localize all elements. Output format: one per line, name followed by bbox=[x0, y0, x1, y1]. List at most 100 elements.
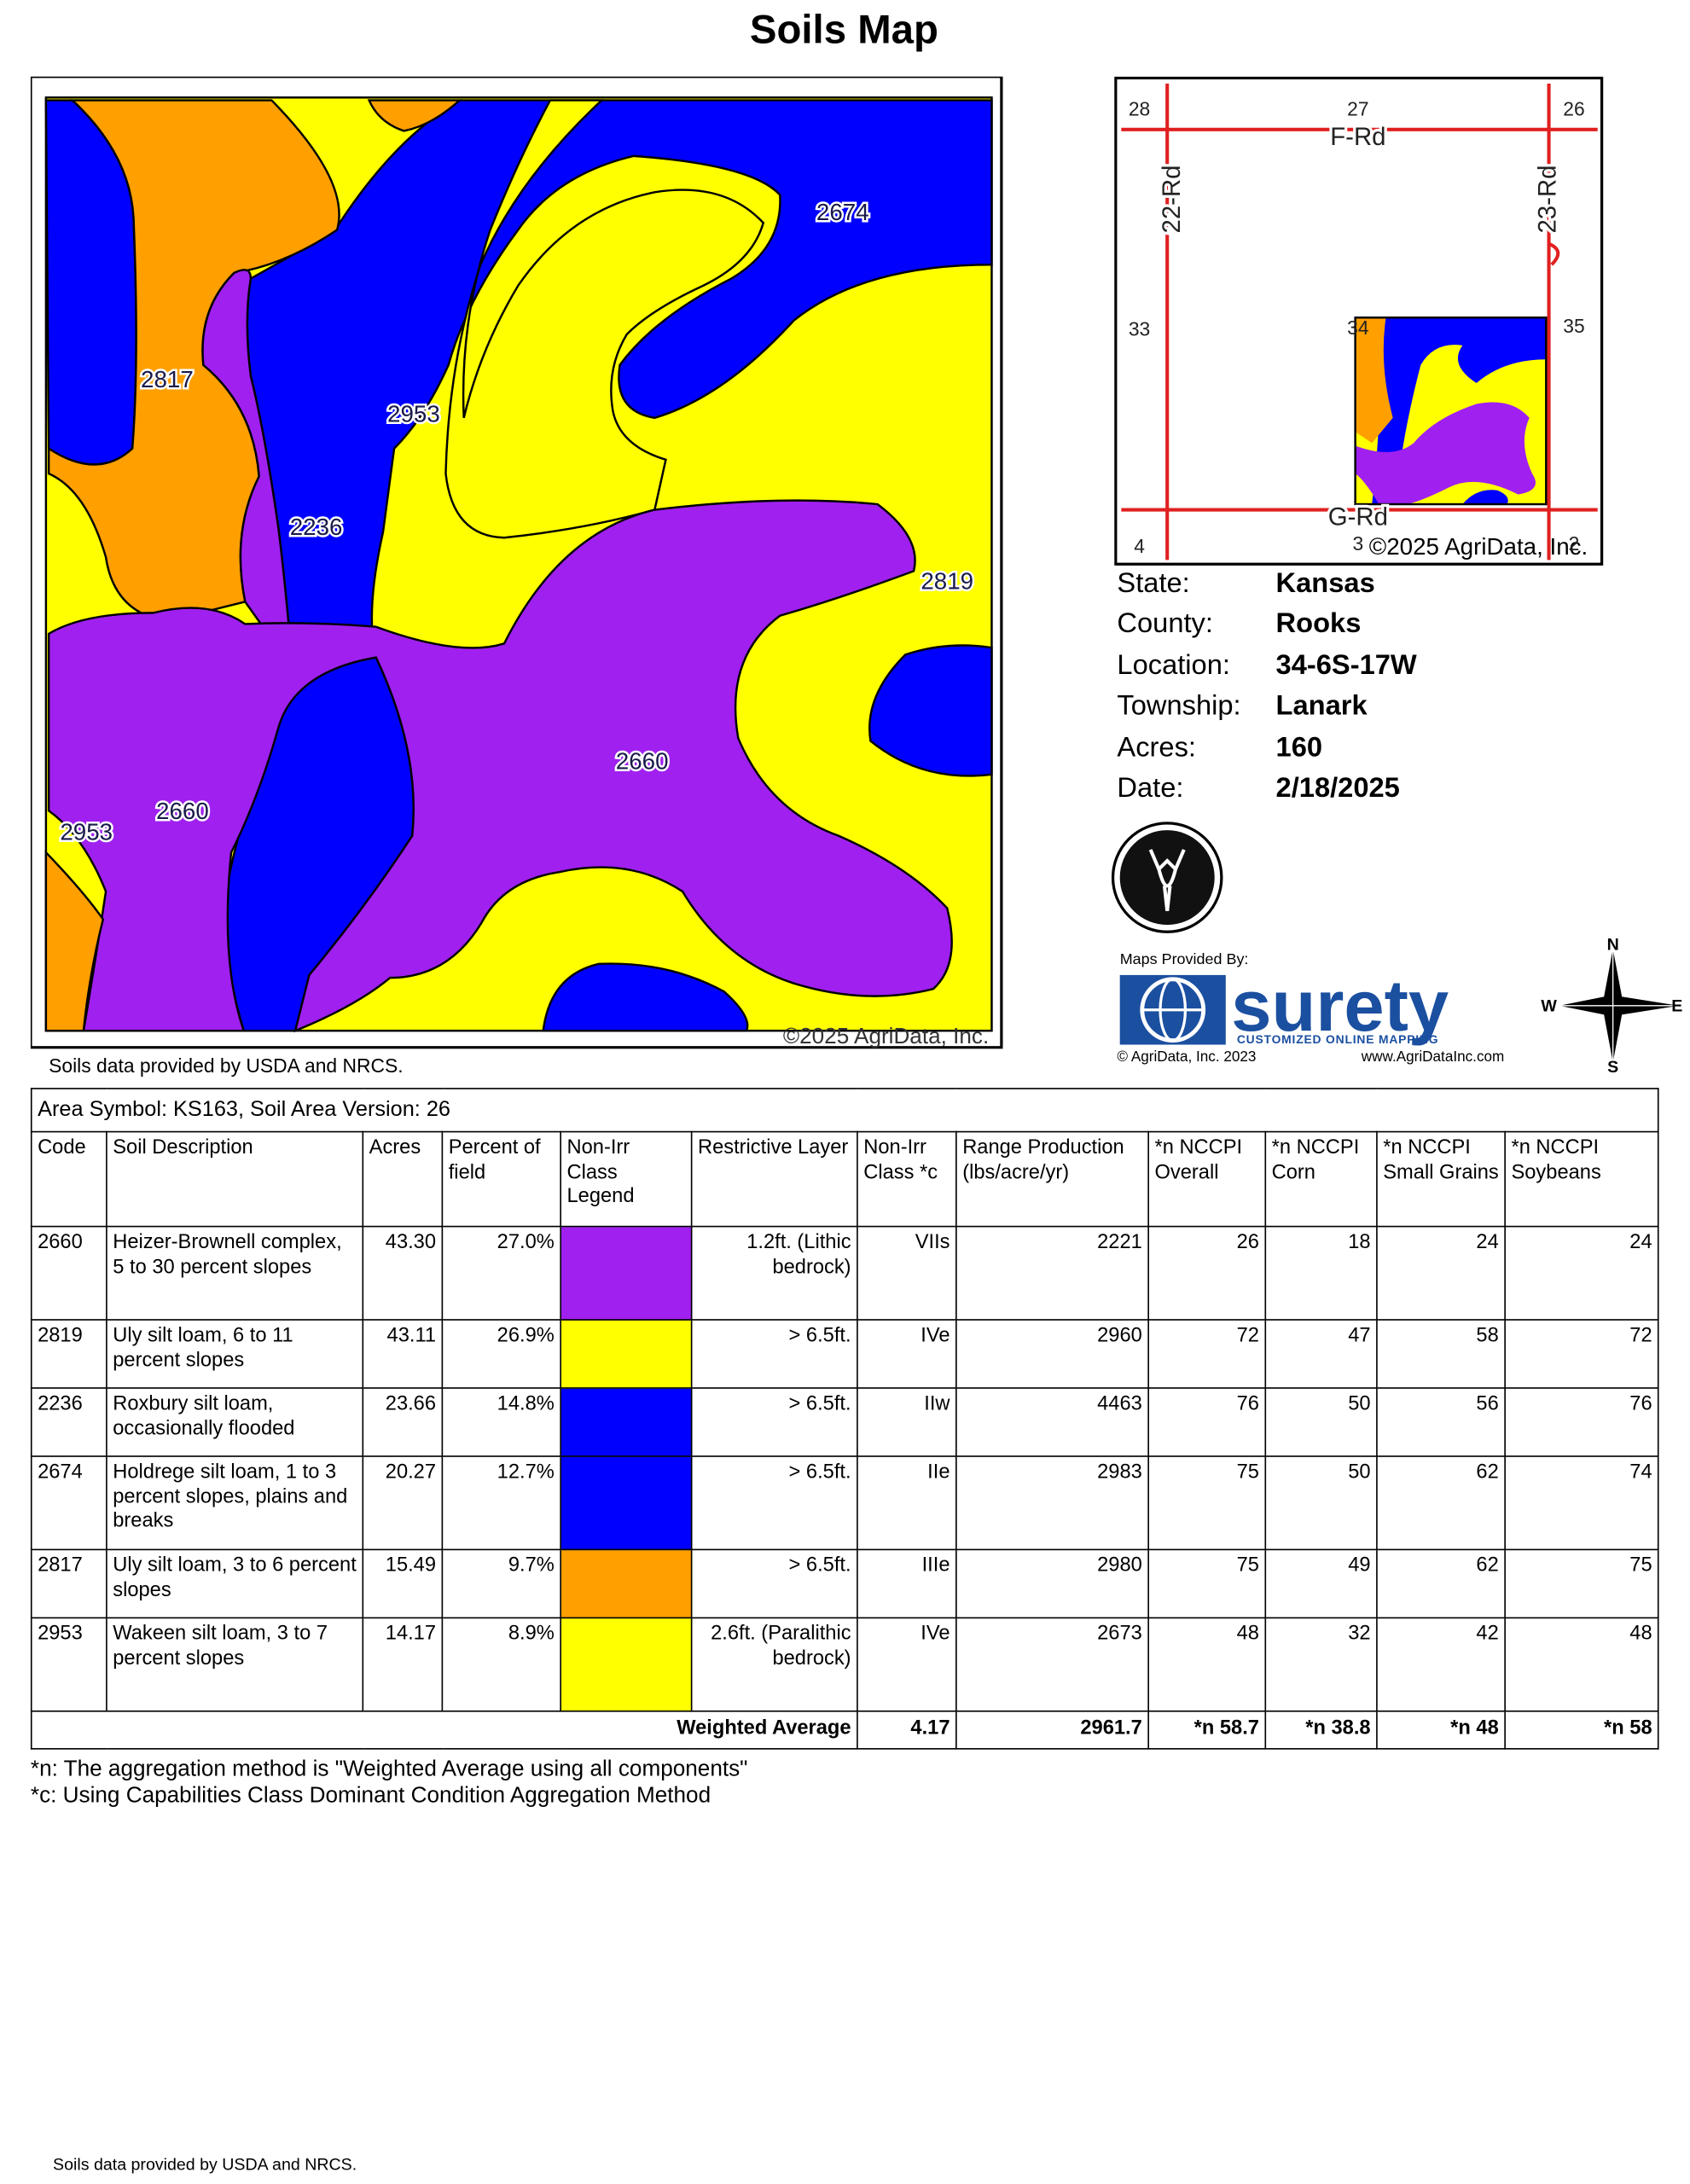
inset-map: ©2025 AgriData, Inc. 28 27 26 F-Rd 22-Rd 23-R… bbox=[1114, 76, 1604, 566]
cell: 50 bbox=[1264, 1387, 1378, 1457]
header-cell: *n NCCPI Corn bbox=[1264, 1130, 1378, 1228]
cell: 2817 bbox=[30, 1548, 107, 1619]
cell: Holdrege silt loam, 1 to 3 percent slope… bbox=[106, 1455, 364, 1551]
cell: 24 bbox=[1504, 1225, 1659, 1321]
compass-letter: N bbox=[1607, 936, 1619, 955]
brand: surety bbox=[1231, 967, 1449, 1046]
inset-label: 2 bbox=[1569, 532, 1580, 555]
cell: 75 bbox=[1504, 1548, 1659, 1619]
header-cell: *n NCCPI Soybeans bbox=[1504, 1130, 1659, 1228]
brand-url: www.AgriDataInc.com bbox=[1361, 1048, 1504, 1065]
footer-cell: *n 58.7 bbox=[1147, 1710, 1267, 1750]
inset-label: F-Rd bbox=[1330, 123, 1385, 151]
cell: 2660 bbox=[30, 1225, 107, 1321]
cell: 62 bbox=[1376, 1548, 1506, 1619]
cell: 75 bbox=[1147, 1455, 1267, 1551]
cell: 27.0% bbox=[441, 1225, 561, 1321]
cell: VIIs bbox=[857, 1225, 957, 1321]
footer-cell: *n 48 bbox=[1376, 1710, 1506, 1750]
tagline: CUSTOMIZED ONLINE MAPPING bbox=[1237, 1032, 1439, 1046]
data-row: 2674 Holdrege silt loam, 1 to 3 percent s… bbox=[30, 1455, 1659, 1551]
cell: Roxbury silt loam, occasionally flooded bbox=[106, 1387, 364, 1457]
cell: 32 bbox=[1264, 1617, 1378, 1712]
footer-label: Weighted Average bbox=[30, 1710, 858, 1750]
map-copyright: ©2025 AgriData, Inc. bbox=[783, 1023, 989, 1048]
inset-label: 23-Rd bbox=[1534, 165, 1562, 233]
info-label: Location: bbox=[1117, 650, 1230, 682]
info-value: Lanark bbox=[1275, 691, 1368, 723]
inset-label: 22-Rd bbox=[1158, 165, 1186, 233]
footer-cell: *n 58 bbox=[1504, 1710, 1659, 1750]
cell: IVe bbox=[857, 1617, 957, 1712]
brand-copyright: © AgriData, Inc. 2023 bbox=[1117, 1048, 1256, 1065]
cell: Uly silt loam, 3 to 6 percent slopes bbox=[106, 1548, 364, 1619]
cell: 2819 bbox=[30, 1319, 107, 1389]
header-cell: Percent of field bbox=[441, 1130, 561, 1228]
cell: 72 bbox=[1147, 1319, 1267, 1389]
cell: 1.2ft. (Lithic bedrock) bbox=[690, 1225, 858, 1321]
cell: IVe bbox=[857, 1319, 957, 1389]
cell: 12.7% bbox=[441, 1455, 561, 1551]
map-label: 2819 bbox=[920, 568, 973, 595]
cell: IIe bbox=[857, 1455, 957, 1551]
legend-swatch bbox=[560, 1387, 693, 1457]
cell: 58 bbox=[1376, 1319, 1506, 1389]
header-cell: Code bbox=[30, 1130, 107, 1228]
cell: 76 bbox=[1147, 1387, 1267, 1457]
map-label: 2236 bbox=[290, 514, 343, 540]
cell: 56 bbox=[1376, 1387, 1506, 1457]
soil-table: Area Symbol: KS163, Soil Area Version: 2… bbox=[30, 1088, 1659, 1750]
inset-label: 26 bbox=[1563, 98, 1584, 120]
title: Soils Map bbox=[749, 8, 938, 54]
data-row: 2953 Wakeen silt loam, 3 to 7 percent slo… bbox=[30, 1617, 1659, 1712]
cell: 20.27 bbox=[362, 1455, 444, 1551]
inset-label: 35 bbox=[1563, 315, 1584, 337]
inset-label: 3 bbox=[1353, 532, 1364, 555]
cell: 2.6ft. (Paralithic bedrock) bbox=[690, 1617, 858, 1712]
header-cell: *n NCCPI Small Grains bbox=[1376, 1130, 1506, 1228]
inset-label: 34 bbox=[1347, 317, 1369, 339]
page-footer: Soils data provided by USDA and NRCS. bbox=[53, 2154, 357, 2175]
header-cell: Range Production (lbs/acre/yr) bbox=[955, 1130, 1149, 1228]
cell: 26.9% bbox=[441, 1319, 561, 1389]
cell: > 6.5ft. bbox=[690, 1548, 858, 1619]
header-cell: *n NCCPI Overall bbox=[1147, 1130, 1267, 1228]
data-row: 2819 Uly silt loam, 6 to 11 percent slope… bbox=[30, 1319, 1659, 1389]
cell: 18 bbox=[1264, 1225, 1378, 1321]
header-cell: Non-Irr Class Legend bbox=[560, 1130, 693, 1228]
header-cell: Acres bbox=[362, 1130, 444, 1228]
cell: 72 bbox=[1504, 1319, 1659, 1389]
cell: 4463 bbox=[955, 1387, 1149, 1457]
cell: 47 bbox=[1264, 1319, 1378, 1389]
cell: 48 bbox=[1147, 1617, 1267, 1712]
cell: IIw bbox=[857, 1387, 957, 1457]
compass-letter: E bbox=[1671, 996, 1682, 1015]
cell: 14.17 bbox=[362, 1617, 444, 1712]
cell: 49 bbox=[1264, 1548, 1378, 1619]
legend-swatch bbox=[560, 1617, 693, 1712]
cell: 23.66 bbox=[362, 1387, 444, 1457]
cell: 26 bbox=[1147, 1225, 1267, 1321]
cell: 9.7% bbox=[441, 1548, 561, 1619]
footnote: *n: The aggregation method is "Weighted … bbox=[30, 1757, 748, 1782]
soil-map: ©2025 AgriData, Inc. 2674 2817 2953 2236 281… bbox=[30, 76, 1003, 1049]
footer-cell: 2961.7 bbox=[955, 1710, 1149, 1750]
legend-swatch bbox=[560, 1455, 693, 1551]
cell: 2953 bbox=[30, 1617, 107, 1712]
info-label: Date: bbox=[1117, 773, 1184, 804]
cell: Uly silt loam, 6 to 11 percent slopes bbox=[106, 1319, 364, 1389]
footer-cell: *n 38.8 bbox=[1264, 1710, 1378, 1750]
info-value: Rooks bbox=[1275, 609, 1362, 641]
info-value: 34-6S-17W bbox=[1275, 650, 1417, 682]
cell: 24 bbox=[1376, 1225, 1506, 1321]
info-value: 2/18/2025 bbox=[1275, 773, 1400, 804]
data-row: 2660 Heizer-Brownell complex, 5 to 30 per… bbox=[30, 1225, 1659, 1321]
inset-label: 33 bbox=[1129, 317, 1150, 340]
cell: 8.9% bbox=[441, 1617, 561, 1712]
data-row: 2236 Roxbury silt loam, occasionally floo… bbox=[30, 1387, 1659, 1457]
maps-provided: Maps Provided By: bbox=[1119, 951, 1249, 968]
compass-letter: S bbox=[1607, 1058, 1618, 1077]
inset-label: G-Rd bbox=[1328, 503, 1388, 531]
